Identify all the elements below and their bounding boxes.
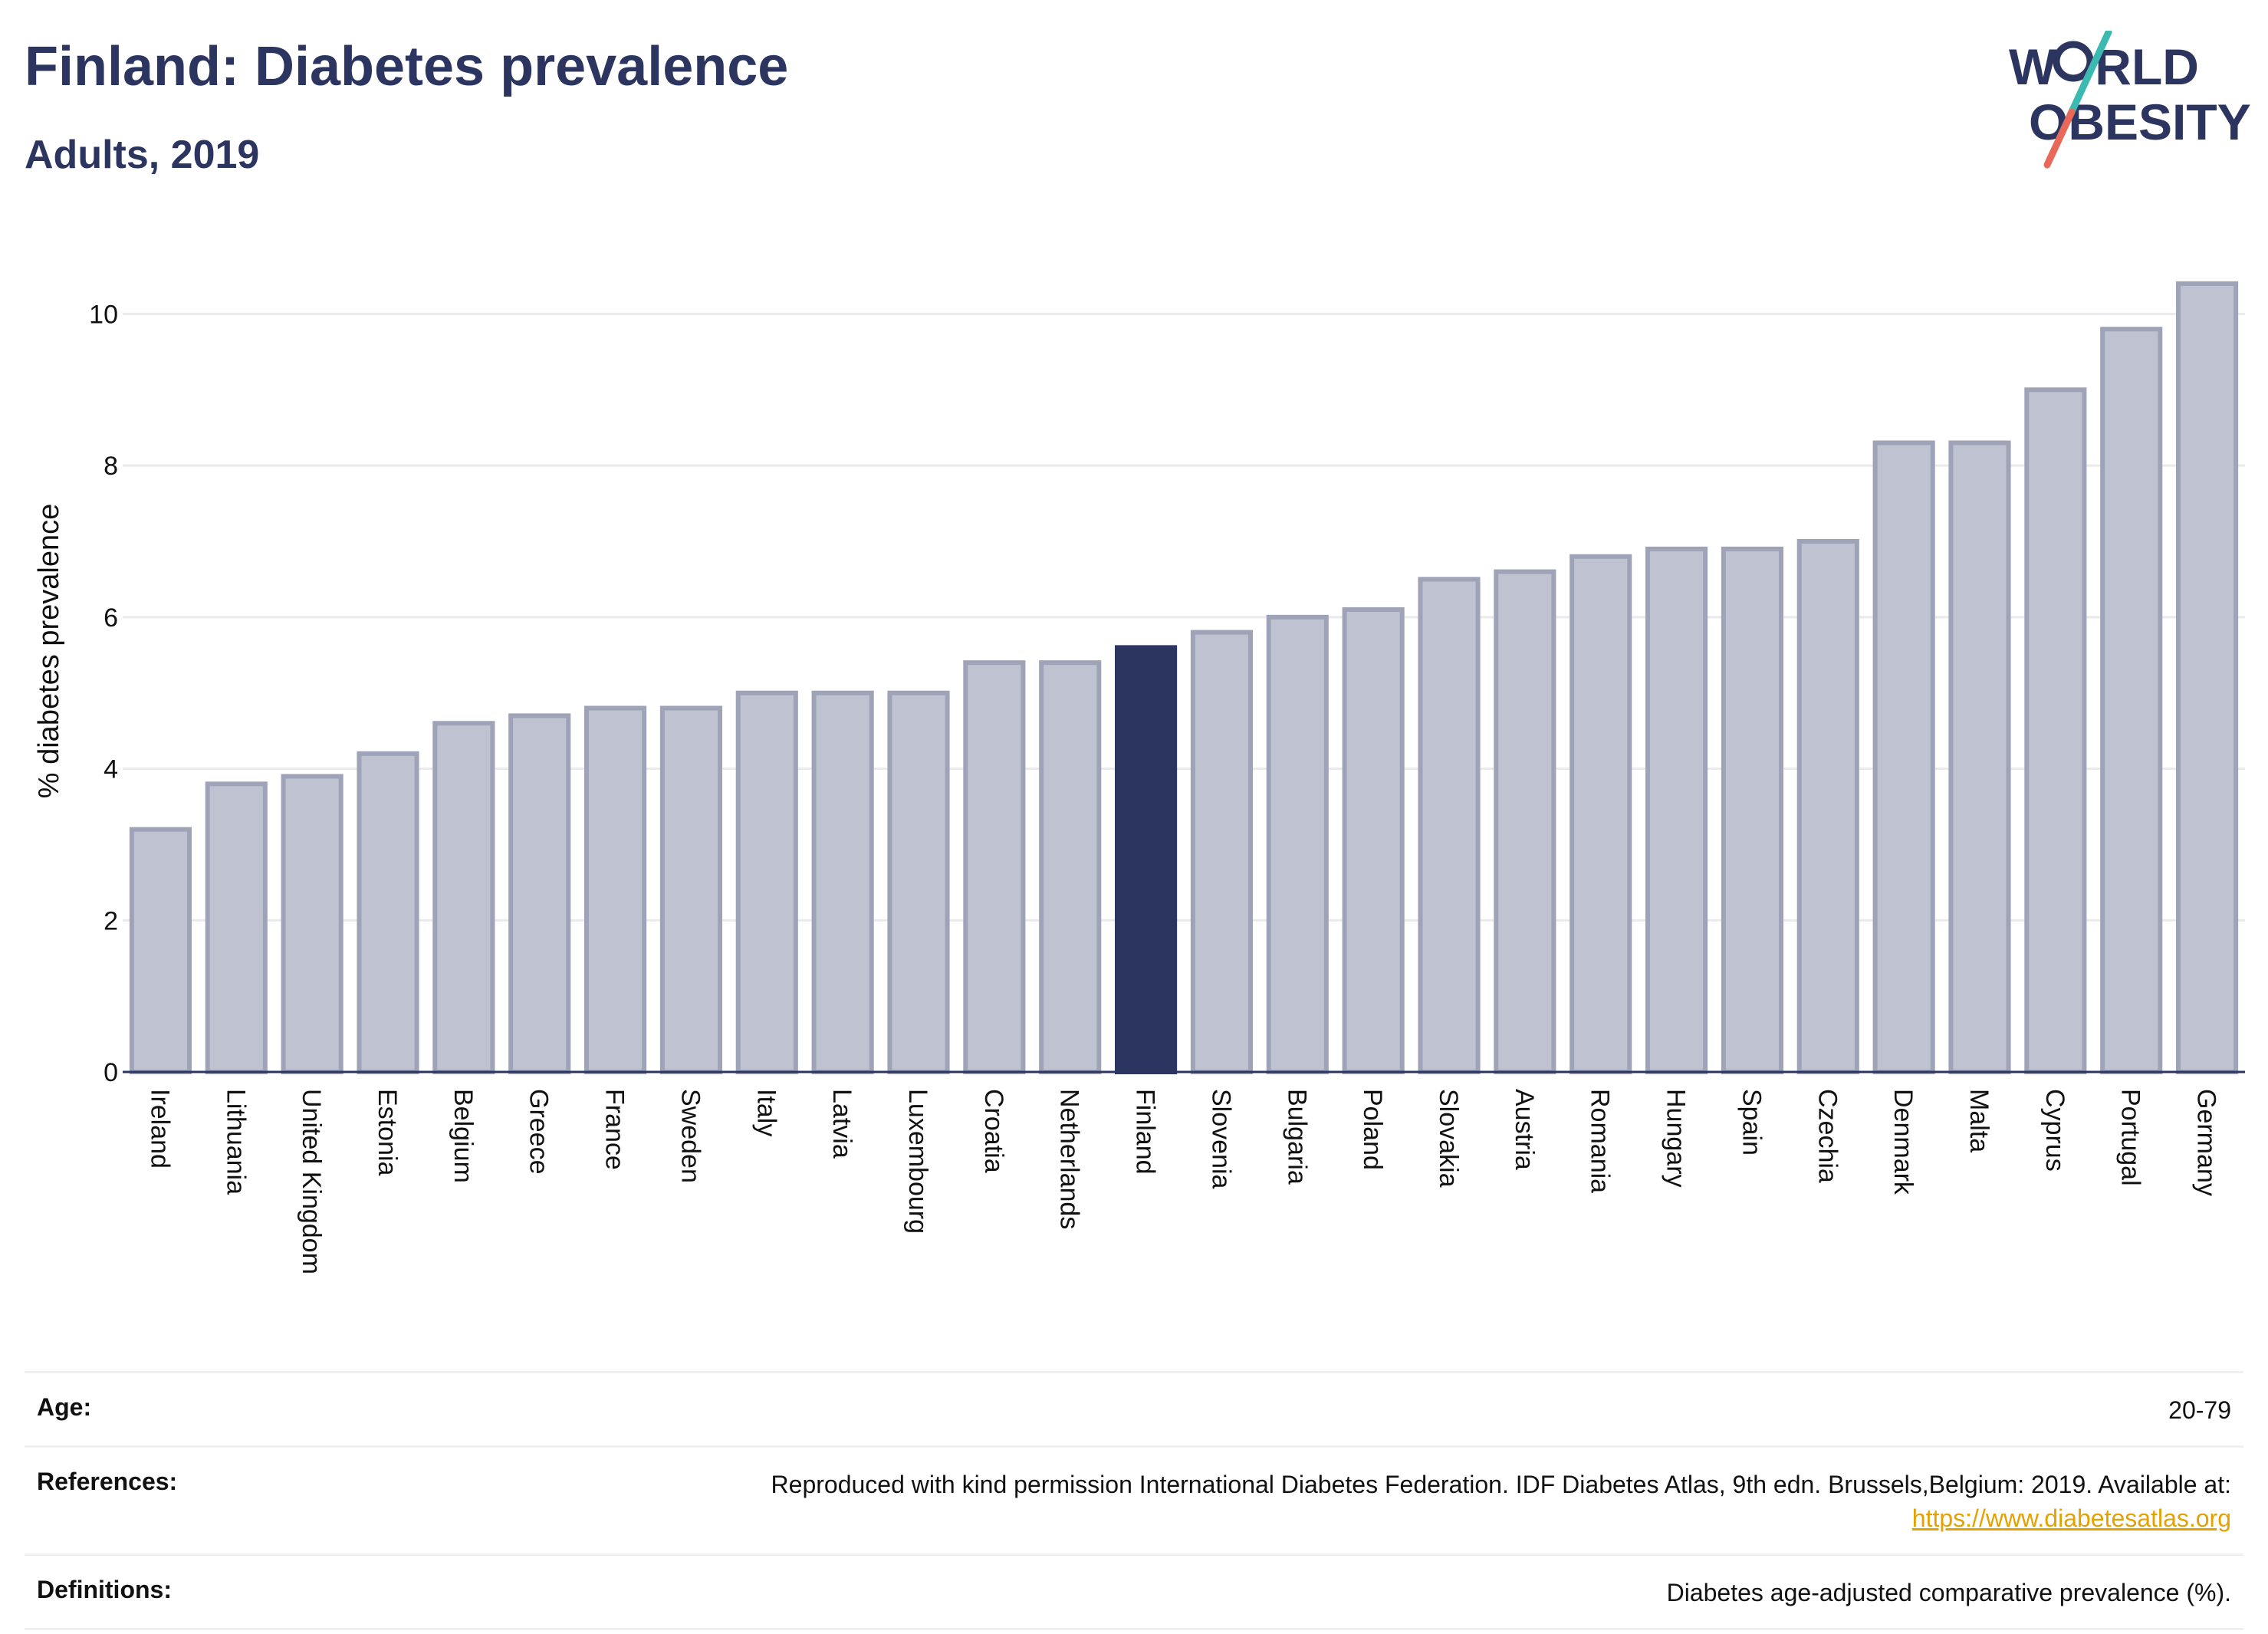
x-tick-label: Estonia (373, 1089, 402, 1175)
x-tick-label: Lithuania (221, 1089, 250, 1195)
definitions-label: Definitions: (37, 1576, 172, 1603)
bar-belgium (432, 721, 495, 1074)
references-text: Reproduced with kind permission Internat… (771, 1471, 2231, 1498)
bar-slovakia (1418, 577, 1481, 1074)
x-tick-label: Luxembourg (903, 1089, 932, 1234)
y-tick-label: 0 (104, 1058, 118, 1087)
x-tick-label: Czechia (1813, 1089, 1842, 1183)
bar-bulgaria (1266, 614, 1329, 1074)
x-tick-label: Sweden (675, 1089, 705, 1183)
x-tick-label: Croatia (979, 1089, 1008, 1173)
bar-netherlands (1039, 660, 1102, 1074)
age-label: Age: (37, 1393, 92, 1421)
x-tick-label: Bulgaria (1282, 1089, 1311, 1185)
bar-malta (1948, 440, 2011, 1074)
bar-germany (2176, 281, 2239, 1074)
x-tick-labels: Ireland Lithuania United Kingdom Estonia Bel… (145, 1089, 2220, 1274)
x-tick-label: Malta (1964, 1089, 1994, 1152)
bar-romania (1570, 554, 1632, 1074)
y-tick-label: 2 (104, 906, 118, 935)
world-obesity-logo: W RLD OBESITY (2009, 31, 2251, 169)
x-tick-label: Portugal (2116, 1089, 2145, 1186)
bar-spain (1721, 546, 1783, 1074)
bar-italy (735, 690, 798, 1074)
x-tick-label: Hungary (1662, 1089, 1691, 1188)
x-tick-label: Slovakia (1434, 1089, 1463, 1188)
x-tick-label: Poland (1358, 1089, 1387, 1170)
x-tick-label: France (600, 1089, 629, 1170)
bar-united-kingdom (281, 774, 343, 1074)
chart-subtitle: Adults, 2019 (25, 133, 260, 177)
age-row: Age: 20-79 (25, 1371, 2243, 1445)
logo-slash-teal (2066, 31, 2112, 119)
y-tick-label: 6 (104, 603, 118, 633)
bar-finland (1115, 645, 1178, 1074)
x-tick-label: United Kingdom (297, 1089, 326, 1274)
definitions-row: Definitions: Diabetes age-adjusted compa… (25, 1553, 2243, 1630)
x-tick-label: Belgium (449, 1089, 478, 1183)
bar-austria (1494, 569, 1556, 1074)
bar-denmark (1872, 440, 1935, 1074)
logo-w: W (2009, 38, 2057, 95)
bar-ireland (129, 827, 192, 1074)
definitions-value: Diabetes age-adjusted comparative preval… (1666, 1579, 2231, 1606)
svg-text:OBESITY: OBESITY (2029, 94, 2251, 150)
x-tick-label: Cyprus (2040, 1089, 2069, 1172)
logo-slash-red (2043, 108, 2076, 169)
x-tick-label: Romania (1586, 1089, 1615, 1193)
chart-title: Finland: Diabetes prevalence (25, 36, 789, 97)
x-tick-label: Germany (2192, 1089, 2221, 1196)
references-row: References: Reproduced with kind permiss… (25, 1445, 2243, 1553)
x-tick-label: Spain (1737, 1089, 1766, 1156)
bar-sweden (659, 705, 722, 1074)
x-tick-label: Denmark (1888, 1089, 1918, 1195)
logo-o-ring (2053, 41, 2094, 82)
bar-cyprus (2024, 387, 2087, 1074)
bar-lithuania (205, 781, 268, 1074)
bar-portugal (2100, 327, 2163, 1074)
x-tick-label: Slovenia (1206, 1089, 1235, 1189)
x-tick-label: Netherlands (1055, 1089, 1084, 1229)
bar-france (584, 705, 647, 1074)
logo-besity: BESITY (2068, 94, 2250, 150)
y-axis-title: % diabetes prevalence (33, 504, 65, 798)
bar-slovenia (1190, 630, 1253, 1074)
bar-latvia (811, 690, 874, 1074)
bar-luxembourg (887, 690, 950, 1074)
y-tick-labels: 0 2 4 6 8 10 (89, 300, 118, 1087)
age-value: 20-79 (2168, 1396, 2231, 1424)
y-tick-label: 4 (104, 755, 118, 784)
x-tick-label: Greece (524, 1089, 554, 1175)
x-tick-label: Austria (1510, 1089, 1539, 1170)
bar-poland (1342, 607, 1405, 1074)
x-tick-label: Ireland (145, 1089, 174, 1169)
references-label: References: (37, 1468, 178, 1495)
x-tick-label: Latvia (827, 1089, 856, 1159)
references-value: Reproduced with kind permission Internat… (771, 1468, 2231, 1535)
references-link[interactable]: https://www.diabetesatlas.org (1911, 1504, 2231, 1532)
bars (129, 281, 2239, 1074)
y-tick-label: 10 (89, 300, 118, 329)
bar-estonia (357, 751, 419, 1074)
x-tick-label: Italy (751, 1089, 781, 1136)
x-tick-label: Finland (1131, 1089, 1160, 1175)
bar-czechia (1796, 539, 1859, 1074)
bar-hungary (1645, 546, 1708, 1074)
bar-croatia (963, 660, 1026, 1074)
bar-chart: 0 2 4 6 8 10 Ireland Lithuania United Kingdom Es… (33, 281, 2245, 1274)
info-table: Age: 20-79 References: Reproduced with k… (25, 1371, 2243, 1630)
y-tick-label: 8 (104, 452, 118, 481)
logo-rld: RLD (2095, 38, 2199, 95)
bar-greece (508, 713, 571, 1074)
